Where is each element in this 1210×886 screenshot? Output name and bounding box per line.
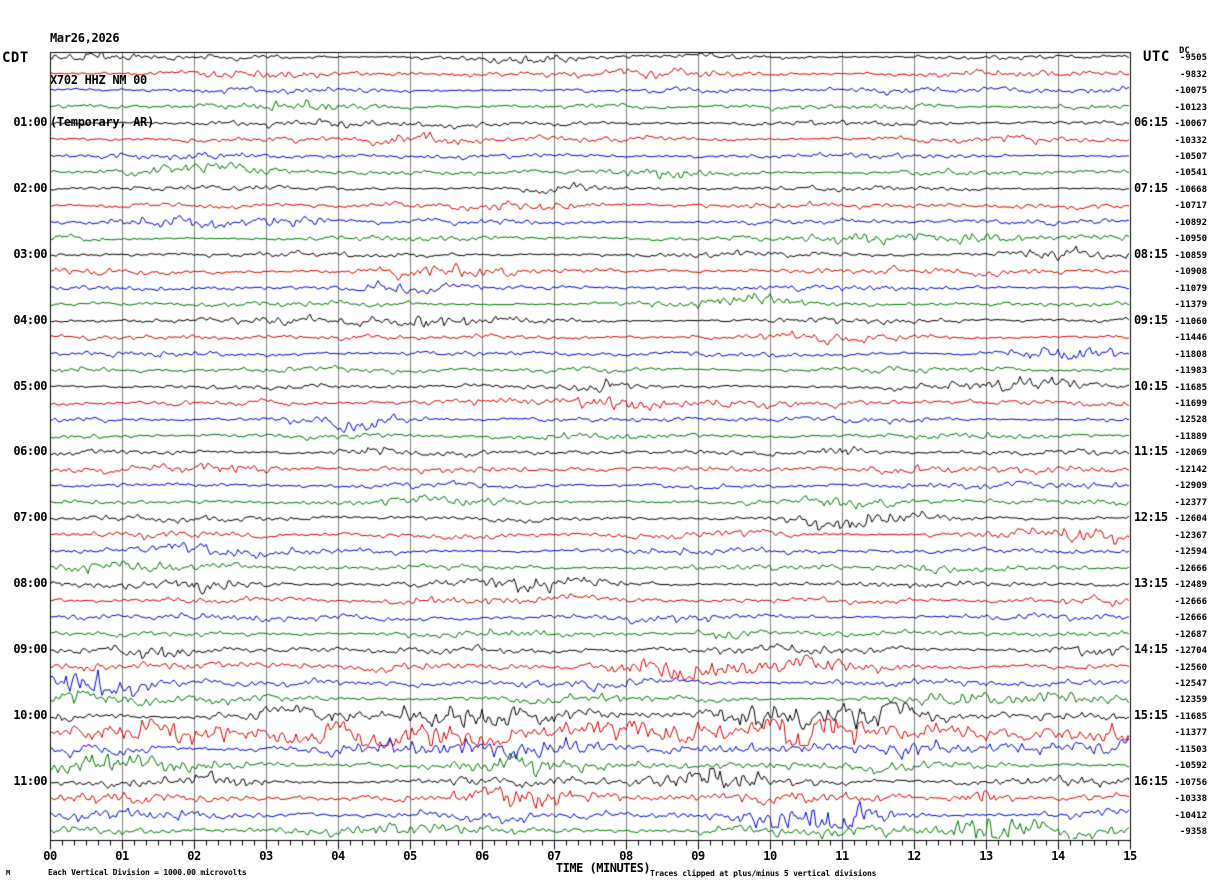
- dc-offset-value: -11983: [1174, 366, 1207, 377]
- dc-offset-column-header: DC: [1179, 46, 1190, 56]
- right-hour-label: 10:15: [1134, 378, 1168, 393]
- corner-mark: M: [6, 869, 11, 877]
- x-axis-tick-label: 13: [979, 849, 993, 863]
- dc-offset-value: -12142: [1174, 464, 1207, 475]
- dc-offset-value: -10123: [1174, 102, 1207, 113]
- dc-offset-value: -10332: [1174, 135, 1207, 146]
- dc-offset-value: -12666: [1174, 596, 1207, 607]
- dc-offset-value: -10412: [1174, 810, 1207, 821]
- dc-offset-value: -12069: [1174, 448, 1207, 459]
- right-hour-label: 16:15: [1134, 773, 1168, 788]
- title-date: Mar26,2026: [50, 31, 120, 45]
- dc-offset-value: -12377: [1174, 497, 1207, 508]
- title-location: (Temporary, AR): [50, 115, 154, 129]
- dc-offset-value: -11685: [1174, 711, 1207, 722]
- dc-offset-value: -10507: [1174, 152, 1207, 162]
- dc-offset-value: -12704: [1174, 646, 1207, 657]
- dc-offset-value: -9358: [1179, 827, 1207, 838]
- dc-offset-value: -11377: [1174, 728, 1207, 739]
- left-hour-label: 10:00: [13, 707, 47, 722]
- x-axis-tick-label: 12: [907, 849, 921, 863]
- right-hour-label: 06:15: [1134, 115, 1168, 130]
- dc-offset-value: -12687: [1174, 629, 1207, 640]
- left-hour-label: 03:00: [13, 246, 47, 261]
- right-hour-label: 12:15: [1134, 510, 1168, 525]
- dc-offset-value: -10668: [1174, 184, 1207, 195]
- right-hour-label: 14:15: [1134, 642, 1168, 657]
- dc-offset-value: -12594: [1174, 547, 1207, 558]
- right-hour-label: 07:15: [1134, 180, 1168, 195]
- right-hour-label: 09:15: [1134, 312, 1168, 327]
- left-hour-label: 05:00: [13, 378, 47, 393]
- dc-offset-value: -9505: [1179, 53, 1207, 64]
- left-hour-label: 08:00: [13, 576, 47, 591]
- dc-offset-value: -10592: [1174, 761, 1207, 772]
- dc-offset-value: -11079: [1174, 283, 1207, 294]
- right-hour-label: 08:15: [1134, 246, 1168, 261]
- dc-offset-value: -12666: [1174, 613, 1207, 624]
- dc-offset-value: -10075: [1174, 86, 1207, 97]
- scale-note: Each Vertical Division = 1000.00 microvo…: [48, 868, 247, 877]
- dc-offset-value: -11503: [1174, 744, 1207, 755]
- x-axis-tick-label: 08: [619, 849, 633, 863]
- x-axis-tick-label: 05: [403, 849, 417, 863]
- x-axis-tick-label: 04: [331, 849, 345, 863]
- x-axis-tick-label: 15: [1123, 849, 1137, 863]
- left-hour-label: 09:00: [13, 642, 47, 657]
- dc-offset-value: -12909: [1174, 481, 1207, 492]
- dc-offset-value: -11446: [1174, 333, 1207, 344]
- x-axis-tick-label: 01: [115, 849, 129, 863]
- left-axis-header: CDT: [2, 50, 29, 66]
- dc-offset-value: -10541: [1174, 168, 1207, 179]
- dc-offset-value: -12547: [1174, 678, 1207, 689]
- clip-note: Traces clipped at plus/minus 5 vertical …: [650, 869, 877, 878]
- x-axis-tick-label: 09: [691, 849, 705, 863]
- dc-offset-value: -11889: [1174, 431, 1207, 442]
- title-station: X702 HHZ NM 00: [50, 73, 147, 87]
- right-axis-header: UTC: [1143, 49, 1170, 65]
- dc-offset-value: -11808: [1174, 349, 1207, 360]
- left-hour-label: 04:00: [13, 312, 47, 327]
- left-hour-label: 01:00: [13, 115, 47, 130]
- dc-offset-value: -11379: [1174, 300, 1207, 311]
- right-hour-label: 15:15: [1134, 707, 1168, 722]
- x-axis-tick-label: 06: [475, 849, 489, 863]
- x-axis-tick-label: 10: [763, 849, 777, 863]
- dc-offset-value: -11060: [1174, 316, 1207, 327]
- dc-offset-value: -10338: [1174, 794, 1207, 805]
- left-hour-label: 11:00: [13, 773, 47, 788]
- x-axis-tick-label: 07: [547, 849, 561, 863]
- x-axis-tick-label: 00: [43, 849, 57, 863]
- dc-offset-value: -10908: [1174, 267, 1207, 278]
- x-axis-tick-label: 03: [259, 849, 273, 863]
- x-axis-tick-label: 02: [187, 849, 201, 863]
- dc-offset-value: -12604: [1174, 514, 1207, 525]
- dc-offset-value: -10950: [1174, 234, 1207, 245]
- dc-offset-value: -12489: [1174, 580, 1207, 591]
- dc-offset-value: -10892: [1174, 217, 1207, 228]
- dc-offset-value: -12528: [1174, 415, 1207, 426]
- dc-offset-value: -12666: [1174, 563, 1207, 574]
- right-hour-label: 13:15: [1134, 576, 1168, 591]
- dc-offset-value: -12560: [1174, 662, 1207, 673]
- dc-offset-value: -10859: [1174, 250, 1207, 261]
- dc-offset-value: -10717: [1174, 201, 1207, 212]
- dc-offset-value: -11699: [1174, 399, 1207, 410]
- left-hour-label: 07:00: [13, 510, 47, 525]
- dc-offset-value: -12359: [1174, 695, 1207, 706]
- dc-offset-value: -12367: [1174, 530, 1207, 541]
- x-axis-tick-label: 14: [1051, 849, 1065, 863]
- dc-offset-value: -10756: [1174, 777, 1207, 788]
- left-hour-label: 02:00: [13, 180, 47, 195]
- x-axis-title: TIME (MINUTES): [555, 861, 651, 875]
- dc-offset-value: -9832: [1179, 69, 1207, 80]
- dc-offset-value: -11685: [1174, 382, 1207, 393]
- right-hour-label: 11:15: [1134, 444, 1168, 459]
- left-hour-label: 06:00: [13, 444, 47, 459]
- dc-offset-value: -10067: [1174, 119, 1207, 130]
- x-axis-tick-label: 11: [835, 849, 849, 863]
- title-block: Mar26,2026 X702 HHZ NM 00 (Temporary, AR…: [50, 3, 154, 157]
